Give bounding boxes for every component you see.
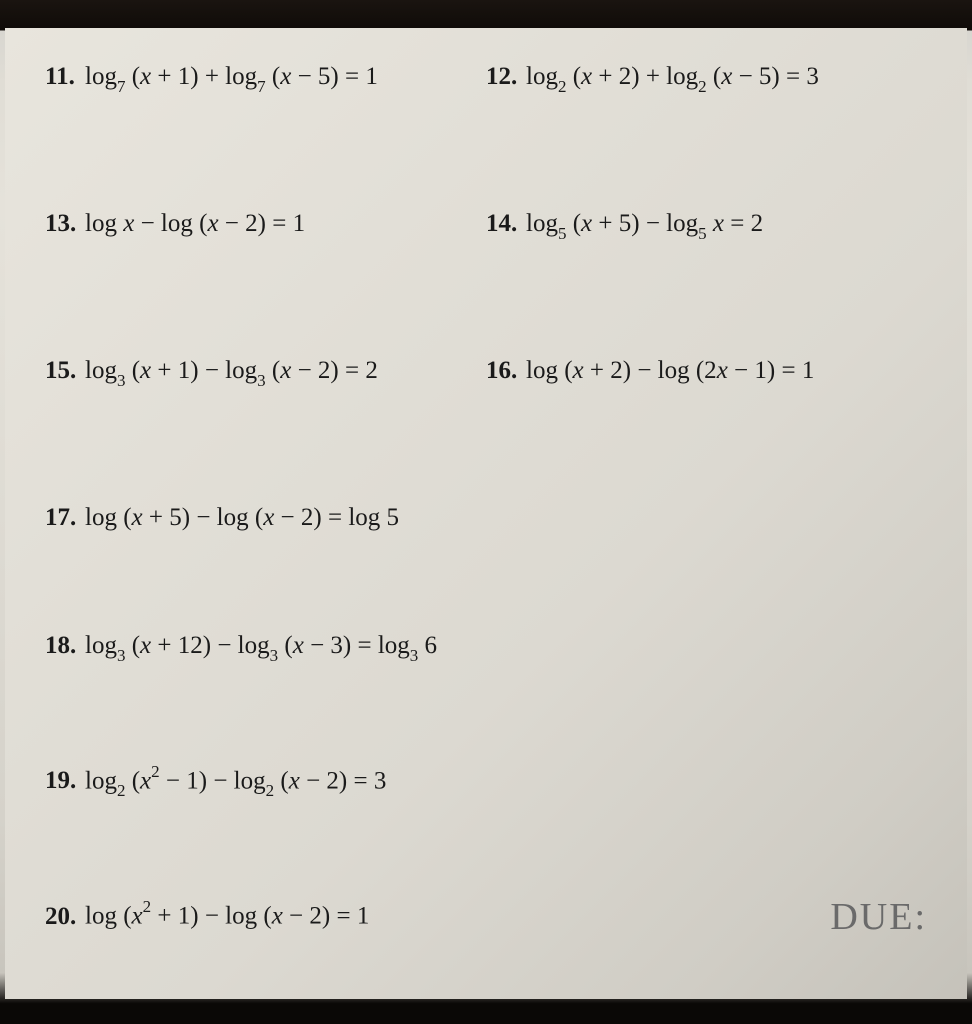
problem-18: 18. log3 (x + 12) − log3 (x − 3) = log3 … (45, 632, 927, 664)
problem-16: 16. log (x + 2) − log (2x − 1) = 1 (486, 357, 927, 389)
problem-equation: log3 (x + 1) − log3 (x − 2) = 2 (85, 357, 378, 389)
problem-number: 13. (45, 210, 77, 238)
problem-19: 19. log2 (x2 − 1) − log2 (x − 2) = 3 (45, 764, 927, 799)
problem-number: 19. (45, 767, 77, 795)
problem-number: 16. (486, 357, 518, 385)
problem-equation: log (x2 + 1) − log (x − 2) = 1 (85, 899, 369, 930)
problem-row: 19. log2 (x2 − 1) − log2 (x − 2) = 3 (45, 764, 927, 799)
problem-equation: log (x + 2) − log (2x − 1) = 1 (526, 357, 814, 385)
problem-row: 17. log (x + 5) − log (x − 2) = log 5 (45, 504, 927, 532)
problem-11: 11. log7 (x + 1) + log7 (x − 5) = 1 (45, 63, 486, 95)
problem-number: 12. (486, 63, 518, 91)
problem-15: 15. log3 (x + 1) − log3 (x − 2) = 2 (45, 357, 486, 389)
problem-equation: log2 (x + 2) + log2 (x − 5) = 3 (526, 63, 819, 95)
problem-14: 14. log5 (x + 5) − log5 x = 2 (486, 210, 927, 242)
problem-12: 12. log2 (x + 2) + log2 (x − 5) = 3 (486, 63, 927, 95)
problem-row: 20. log (x2 + 1) − log (x − 2) = 1 (45, 899, 927, 930)
problem-row: 11. log7 (x + 1) + log7 (x − 5) = 1 12. … (45, 63, 927, 95)
problem-number: 17. (45, 504, 77, 532)
problem-17: 17. log (x + 5) − log (x − 2) = log 5 (45, 504, 927, 532)
problem-equation: log3 (x + 12) − log3 (x − 3) = log3 6 (85, 632, 437, 664)
problem-equation: log (x + 5) − log (x − 2) = log 5 (85, 504, 399, 532)
problem-number: 18. (45, 632, 77, 660)
problem-number: 15. (45, 357, 77, 385)
problem-20: 20. log (x2 + 1) − log (x − 2) = 1 (45, 899, 927, 930)
handwritten-due: DUE: (830, 895, 927, 939)
problem-number: 20. (45, 903, 77, 931)
problem-equation: log7 (x + 1) + log7 (x − 5) = 1 (85, 63, 378, 95)
problem-equation: log x − log (x − 2) = 1 (85, 210, 305, 238)
problem-13: 13. log x − log (x − 2) = 1 (45, 210, 486, 242)
problem-equation: log2 (x2 − 1) − log2 (x − 2) = 3 (85, 764, 386, 799)
problem-number: 11. (45, 63, 77, 91)
problem-row: 15. log3 (x + 1) − log3 (x − 2) = 2 16. … (45, 357, 927, 389)
problem-number: 14. (486, 210, 518, 238)
problem-row: 18. log3 (x + 12) − log3 (x − 3) = log3 … (45, 632, 927, 664)
problem-row: 13. log x − log (x − 2) = 1 14. log5 (x … (45, 210, 927, 242)
problem-equation: log5 (x + 5) − log5 x = 2 (526, 210, 763, 242)
worksheet-paper: 11. log7 (x + 1) + log7 (x − 5) = 1 12. … (5, 28, 967, 999)
